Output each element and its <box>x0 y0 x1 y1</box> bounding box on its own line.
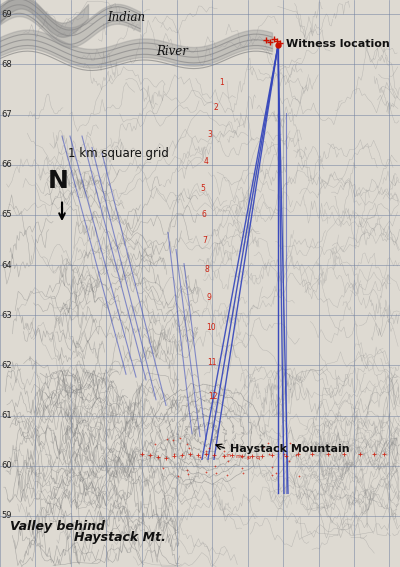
Text: 11: 11 <box>207 358 217 367</box>
Text: 7: 7 <box>203 236 208 246</box>
Text: Haystack Mt.: Haystack Mt. <box>74 531 166 544</box>
Text: N: N <box>48 169 68 193</box>
Text: 4: 4 <box>204 157 208 166</box>
Text: p: p <box>246 455 250 459</box>
Text: 59: 59 <box>2 511 12 521</box>
Text: 9: 9 <box>206 293 211 302</box>
Text: 66: 66 <box>1 160 12 169</box>
Text: 62: 62 <box>1 361 12 370</box>
Text: Valley behind: Valley behind <box>10 520 105 532</box>
Text: 63: 63 <box>1 311 12 320</box>
Text: River: River <box>156 45 188 57</box>
Text: 67: 67 <box>1 110 12 119</box>
Text: 5: 5 <box>201 184 206 193</box>
Text: 1: 1 <box>220 78 224 87</box>
Text: 1 km square grid: 1 km square grid <box>68 147 169 159</box>
Text: Haystack Mountain: Haystack Mountain <box>230 444 350 454</box>
Text: Witness location: Witness location <box>286 39 390 49</box>
Text: 69: 69 <box>1 10 12 19</box>
Text: 68: 68 <box>1 60 12 69</box>
Text: 60: 60 <box>1 462 12 470</box>
Text: 8: 8 <box>205 265 210 274</box>
Text: 64: 64 <box>1 261 12 269</box>
Text: 2: 2 <box>214 103 218 112</box>
Text: m: m <box>235 454 241 459</box>
Text: 65: 65 <box>1 210 12 219</box>
Text: 61: 61 <box>1 411 12 420</box>
Text: n: n <box>226 454 230 458</box>
Text: 3: 3 <box>208 130 212 139</box>
Text: q: q <box>256 455 260 459</box>
Text: 12: 12 <box>208 392 218 401</box>
Text: 6: 6 <box>202 210 206 219</box>
Text: 10: 10 <box>206 323 216 332</box>
Text: Indian: Indian <box>107 11 145 23</box>
